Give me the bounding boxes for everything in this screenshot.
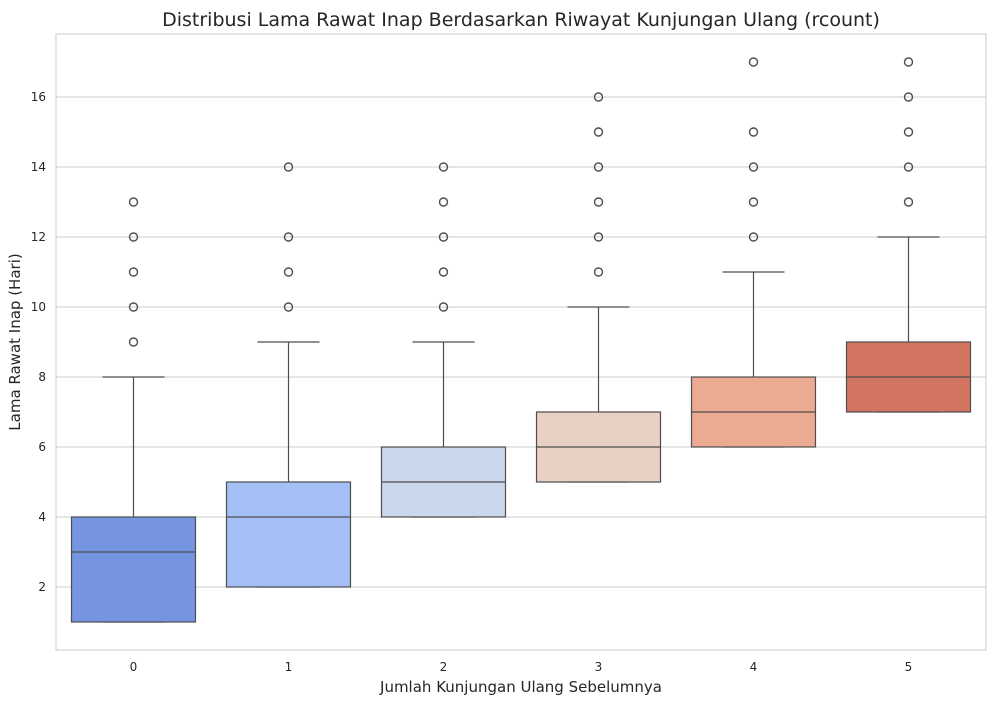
box-iqr — [225, 481, 352, 588]
x-axis-ticks: 0 1 2 3 4 5 — [130, 660, 913, 674]
x-tick-label: 2 — [440, 660, 448, 674]
box-group — [225, 162, 352, 588]
outlier-point — [128, 337, 139, 347]
outlier-point — [748, 162, 759, 172]
y-tick-label: 12 — [31, 230, 46, 244]
y-tick-label: 6 — [38, 440, 46, 454]
outlier-point — [283, 267, 294, 277]
y-tick-label: 14 — [31, 160, 46, 174]
chart-title: Distribusi Lama Rawat Inap Berdasarkan R… — [162, 9, 880, 31]
y-tick-label: 2 — [38, 580, 46, 594]
outlier-point — [438, 162, 449, 172]
y-tick-label: 10 — [31, 300, 46, 314]
box-group — [380, 162, 507, 518]
y-axis-ticks: 2 4 6 8 10 12 14 16 — [31, 90, 46, 594]
outlier-point — [903, 57, 914, 67]
y-tick-label: 4 — [38, 510, 46, 524]
outlier-point — [593, 197, 604, 207]
outlier-point — [438, 197, 449, 207]
box-group — [845, 57, 972, 413]
y-tick-label: 16 — [31, 90, 46, 104]
outlier-point — [283, 232, 294, 242]
outlier-point — [593, 92, 604, 102]
outlier-point — [748, 127, 759, 137]
y-axis-label: Lama Rawat Inap (Hari) — [6, 253, 24, 430]
outlier-point — [438, 232, 449, 242]
outlier-point — [128, 267, 139, 277]
box-group — [70, 197, 197, 623]
outlier-point — [748, 197, 759, 207]
outlier-point — [438, 267, 449, 277]
outlier-point — [748, 57, 759, 67]
outlier-point — [438, 302, 449, 312]
box-group — [535, 92, 662, 483]
x-tick-label: 1 — [285, 660, 293, 674]
x-tick-label: 5 — [905, 660, 913, 674]
outlier-point — [128, 232, 139, 242]
outlier-point — [903, 92, 914, 102]
plot-frame — [55, 33, 987, 651]
outlier-point — [593, 232, 604, 242]
box-iqr — [70, 516, 197, 623]
grid-lines — [56, 96, 986, 588]
outlier-point — [128, 302, 139, 312]
outlier-point — [903, 162, 914, 172]
outlier-point — [903, 127, 914, 137]
outlier-point — [748, 232, 759, 242]
x-tick-label: 0 — [130, 660, 138, 674]
x-axis-label: Jumlah Kunjungan Ulang Sebelumnya — [379, 678, 662, 696]
outlier-point — [593, 162, 604, 172]
outlier-point — [903, 197, 914, 207]
x-tick-label: 3 — [595, 660, 603, 674]
box-group — [690, 57, 817, 448]
box-series — [70, 57, 972, 623]
outlier-point — [593, 127, 604, 137]
y-tick-label: 8 — [38, 370, 46, 384]
outlier-point — [283, 302, 294, 312]
x-tick-label: 4 — [750, 660, 758, 674]
outlier-point — [593, 267, 604, 277]
outlier-point — [128, 197, 139, 207]
outlier-point — [283, 162, 294, 172]
